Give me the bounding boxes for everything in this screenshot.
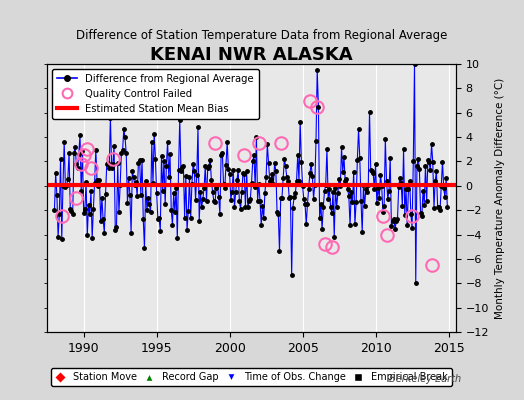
Y-axis label: Monthly Temperature Anomaly Difference (°C): Monthly Temperature Anomaly Difference (…	[495, 77, 505, 319]
Title: KENAI NWR ALASKA: KENAI NWR ALASKA	[150, 46, 353, 64]
Text: Difference of Station Temperature Data from Regional Average: Difference of Station Temperature Data f…	[77, 30, 447, 42]
Legend: Station Move, Record Gap, Time of Obs. Change, Empirical Break: Station Move, Record Gap, Time of Obs. C…	[51, 368, 452, 386]
Text: Berkeley Earth: Berkeley Earth	[389, 374, 461, 384]
